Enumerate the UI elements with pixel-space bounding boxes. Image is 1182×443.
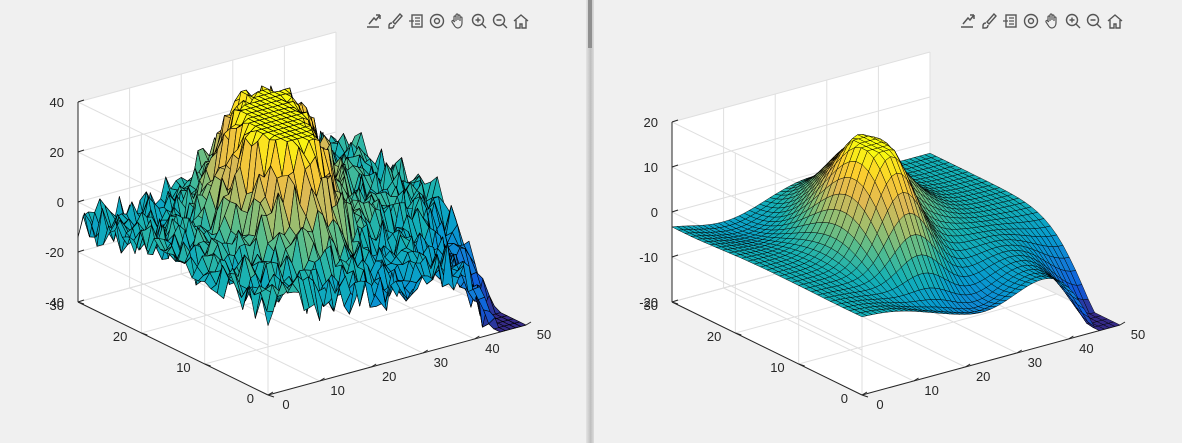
z-tick-label: -20: [45, 245, 64, 260]
x-tick-label: 0: [282, 397, 289, 412]
x-tick-label: 0: [876, 397, 883, 412]
brush-icon: [981, 12, 997, 29]
axes-toolbar-left: [364, 10, 530, 34]
data-tips-icon: [408, 14, 423, 28]
x-tick-label: 30: [434, 355, 448, 370]
zoom-out-icon: [492, 13, 507, 29]
export-button[interactable]: [364, 10, 383, 32]
y-tick-label: 20: [113, 329, 127, 344]
divider-grip[interactable]: [588, 0, 592, 48]
data-tips-button[interactable]: [1000, 10, 1019, 32]
figure-panel-left: 0 10 20 30 40 50 0 10 20 30 -40 -20 0 20 40: [0, 0, 586, 443]
x-tick-label: 40: [1079, 341, 1093, 356]
home-icon: [1107, 14, 1122, 29]
home-button[interactable]: [511, 10, 530, 32]
y-tick-label: 10: [770, 360, 784, 375]
zoom-out-icon: [1086, 13, 1101, 29]
x-tick-label: 40: [485, 341, 499, 356]
y-tick-label: 20: [707, 329, 721, 344]
zoom-in-button[interactable]: [1063, 10, 1082, 32]
x-tick-label: 50: [1131, 327, 1145, 342]
z-tick-label: -10: [639, 250, 658, 265]
export-button[interactable]: [958, 10, 977, 32]
z-tick-label: 20: [644, 115, 658, 130]
y-tick-label: 30: [644, 298, 658, 313]
figure-panel-right: 0 10 20 30 40 50 0 10 20 30 -20 -10 0 10 20: [594, 0, 1182, 443]
x-tick-label: 20: [382, 369, 396, 384]
z-tick-label: 40: [50, 95, 64, 110]
z-tick-label: 0: [651, 205, 658, 220]
pan-icon: [1044, 13, 1057, 29]
surface-patch: [514, 321, 527, 327]
rotate-3d-button[interactable]: [1021, 10, 1040, 32]
data-tips-button[interactable]: [406, 10, 425, 32]
y-tick-label: 30: [50, 298, 64, 313]
zoom-out-button[interactable]: [490, 10, 509, 32]
z-tick-label: -40: [45, 295, 64, 310]
brush-button[interactable]: [979, 10, 998, 32]
rotate-3d-icon: [429, 13, 444, 29]
z-tick-label: 20: [50, 145, 64, 160]
z-tick-label: 0: [57, 195, 64, 210]
export-icon: [366, 14, 381, 28]
surface-patch: [1108, 321, 1121, 327]
x-tick-label: 10: [330, 383, 344, 398]
x-tick-label: 10: [924, 383, 938, 398]
surface-mesh: [671, 134, 1121, 331]
pan-icon: [450, 13, 463, 29]
brush-button[interactable]: [385, 10, 404, 32]
zoom-in-icon: [1065, 13, 1080, 29]
brush-icon: [387, 12, 403, 29]
home-button[interactable]: [1105, 10, 1124, 32]
z-tick-label: 10: [644, 160, 658, 175]
home-icon: [513, 14, 528, 29]
rotate-3d-button[interactable]: [427, 10, 446, 32]
export-icon: [960, 14, 975, 28]
y-tick-label: 10: [176, 360, 190, 375]
axes-toolbar-right: [958, 10, 1124, 34]
x-tick-label: 50: [537, 327, 551, 342]
rotate-3d-icon: [1023, 13, 1038, 29]
data-tips-icon: [1002, 14, 1017, 28]
y-tick-label: 0: [247, 391, 254, 406]
surface-mesh: [77, 85, 527, 333]
panel-divider[interactable]: [586, 0, 594, 443]
pan-button[interactable]: [1042, 10, 1061, 32]
z-tick-label: -20: [639, 295, 658, 310]
x-tick-label: 30: [1028, 355, 1042, 370]
x-tick-label: 20: [976, 369, 990, 384]
pan-button[interactable]: [448, 10, 467, 32]
zoom-out-button[interactable]: [1084, 10, 1103, 32]
y-tick-label: 0: [841, 391, 848, 406]
zoom-in-button[interactable]: [469, 10, 488, 32]
zoom-in-icon: [471, 13, 486, 29]
